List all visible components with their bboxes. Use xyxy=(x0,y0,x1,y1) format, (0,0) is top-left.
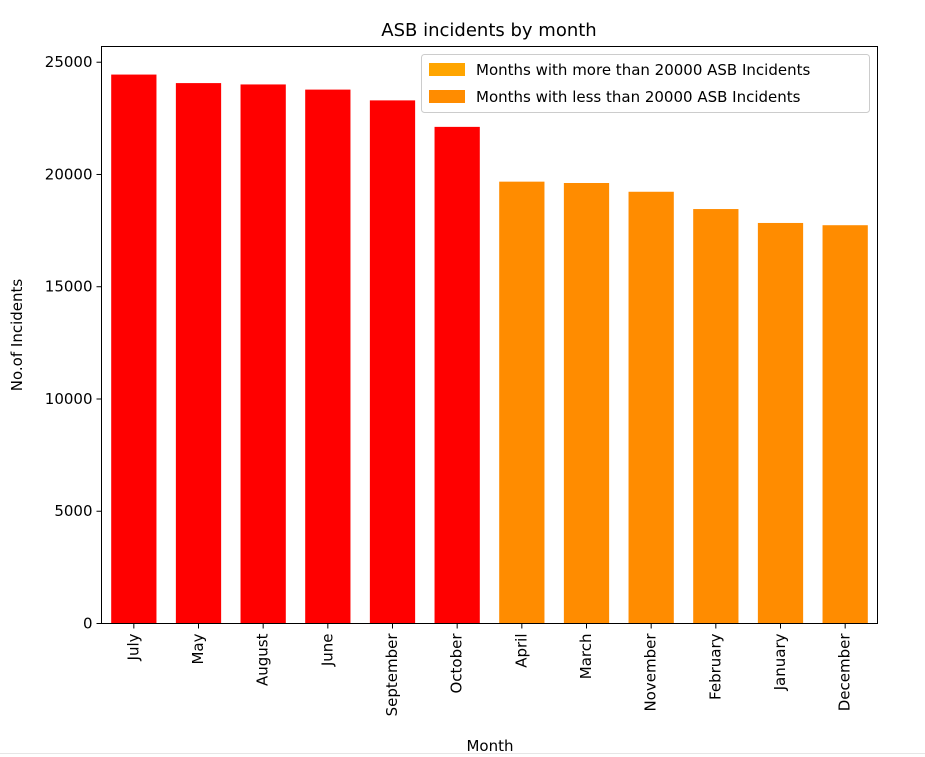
y-tick-label: 10000 xyxy=(45,390,93,408)
y-tick-label: 20000 xyxy=(45,165,93,183)
bar-august xyxy=(240,84,286,624)
x-tick-label: September xyxy=(383,633,401,717)
x-tick-label: June xyxy=(318,634,336,668)
legend-label-below-20000: Months with less than 20000 ASB Incident… xyxy=(476,88,801,106)
x-axis-label: Month xyxy=(466,737,513,755)
bar-february xyxy=(693,209,739,624)
bar-july xyxy=(111,74,157,624)
x-tick-label: December xyxy=(836,633,854,712)
x-tick-label: May xyxy=(189,633,207,664)
y-tick-label: 25000 xyxy=(45,53,93,71)
x-tick-label: April xyxy=(512,634,530,668)
legend: Months with more than 20000 ASB Incident… xyxy=(421,54,870,113)
x-tick-label: March xyxy=(577,634,595,680)
x-tick-label: January xyxy=(771,633,789,691)
plot-frame xyxy=(101,46,878,624)
x-tick-label: August xyxy=(254,633,272,686)
legend-label-above-20000: Months with more than 20000 ASB Incident… xyxy=(476,61,810,79)
bar-january xyxy=(757,222,804,624)
bar-october xyxy=(434,126,480,624)
legend-swatch-above-20000 xyxy=(429,63,465,76)
y-tick-label: 15000 xyxy=(45,278,93,296)
y-tick-label: 5000 xyxy=(54,502,92,520)
chart-title: ASB incidents by month xyxy=(381,20,596,41)
x-tick-label: October xyxy=(448,633,466,694)
bar-april xyxy=(499,181,545,624)
bar-november xyxy=(628,191,674,624)
legend-box xyxy=(421,54,870,113)
x-tick-label: July xyxy=(124,633,142,661)
y-tick-label: 0 xyxy=(83,615,93,633)
x-tick-label: November xyxy=(642,633,660,712)
bar-may xyxy=(175,83,222,624)
bar-december xyxy=(822,225,868,624)
bar-september xyxy=(369,100,416,624)
bar-march xyxy=(563,183,610,624)
y-axis-label: No.of Incidents xyxy=(8,279,26,392)
bar-june xyxy=(305,89,351,624)
legend-swatch-below-20000 xyxy=(429,90,465,103)
x-tick-label: February xyxy=(706,633,724,700)
divider xyxy=(0,753,925,754)
